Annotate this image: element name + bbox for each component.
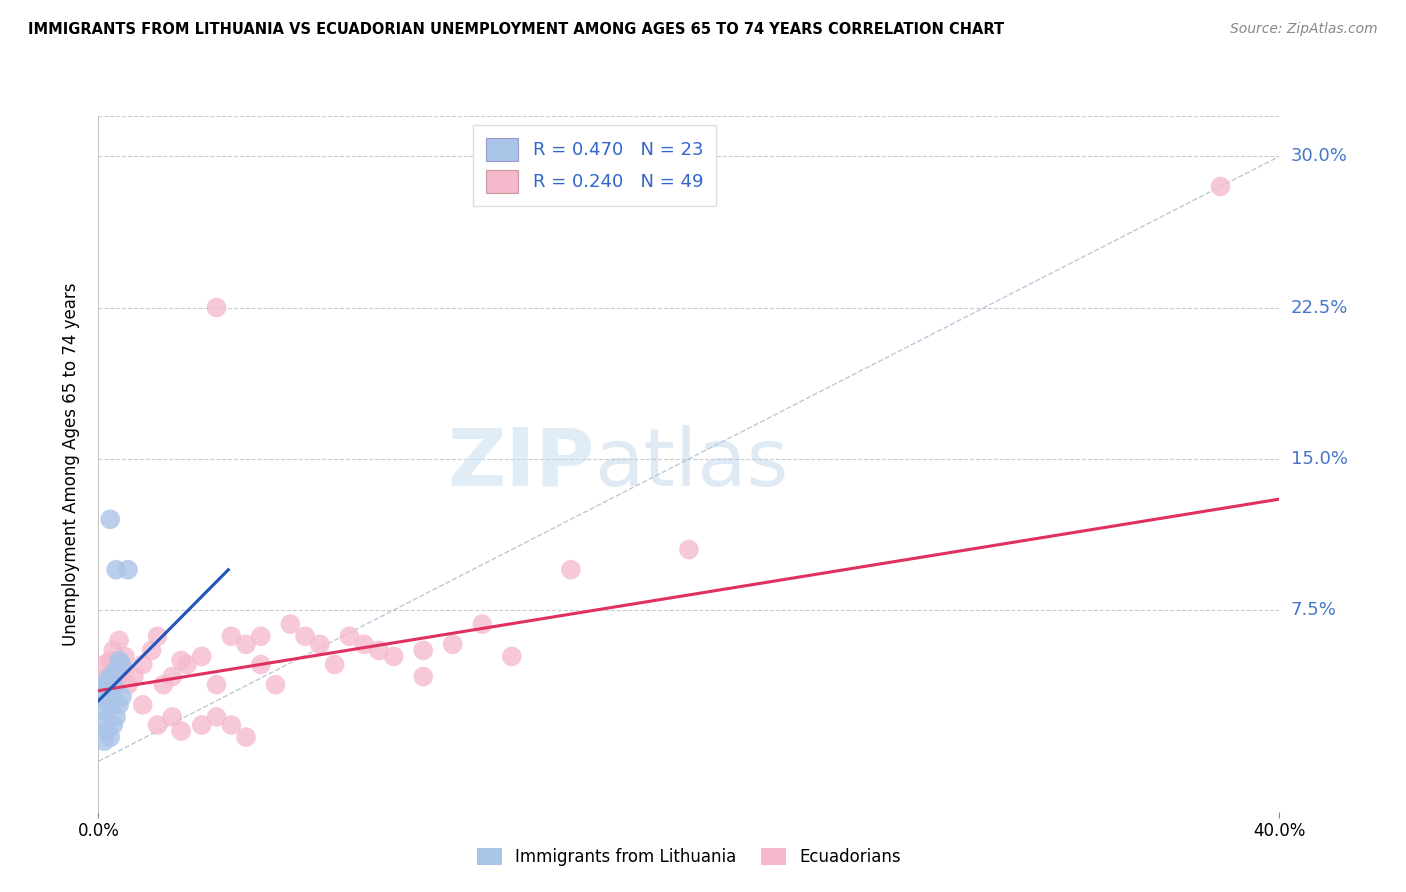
Point [114,649,136,664]
Text: atlas: atlas [595,425,789,503]
Point [382,649,405,664]
Point [98,653,121,667]
Point [108,633,131,648]
Point [176,657,198,672]
Point [96,673,118,688]
Point [560,563,582,577]
Point [111,664,134,678]
Point [98,670,121,684]
Point [250,629,273,643]
Y-axis label: Unemployment Among Ages 65 to 74 years: Unemployment Among Ages 65 to 74 years [62,282,80,646]
Point [219,629,242,643]
Point [98,698,121,712]
Point [108,698,131,712]
Point [103,678,125,692]
Point [105,664,128,678]
Point [105,563,128,577]
Point [93,678,115,692]
Point [264,678,287,692]
Point [103,718,125,732]
Point [205,710,228,724]
Point [132,657,155,672]
Point [250,657,273,672]
Point [219,718,242,732]
Text: 7.5%: 7.5% [1291,601,1337,619]
Point [170,653,193,667]
Point [111,690,134,704]
Point [1209,179,1232,194]
Text: Source: ZipAtlas.com: Source: ZipAtlas.com [1230,22,1378,37]
Point [98,512,121,526]
Point [678,542,700,557]
Point [146,718,169,732]
Text: ZIP: ZIP [447,425,595,503]
Point [96,670,118,684]
Text: IMMIGRANTS FROM LITHUANIA VS ECUADORIAN UNEMPLOYMENT AMONG AGES 65 TO 74 YEARS C: IMMIGRANTS FROM LITHUANIA VS ECUADORIAN … [28,22,1004,37]
Point [152,678,174,692]
Point [162,670,183,684]
Point [191,718,214,732]
Point [105,678,128,692]
Point [90,714,112,728]
Point [205,301,228,315]
Point [105,710,128,724]
Point [132,698,155,712]
Point [471,617,494,632]
Point [96,694,118,708]
Point [162,710,183,724]
Point [122,670,145,684]
Point [117,678,139,692]
Text: 30.0%: 30.0% [1291,147,1347,165]
Point [170,724,193,739]
Point [294,629,316,643]
Point [205,678,228,692]
Point [501,649,523,664]
Point [93,657,115,672]
Point [191,649,214,664]
Legend: Immigrants from Lithuania, Ecuadorians: Immigrants from Lithuania, Ecuadorians [470,841,908,873]
Point [146,629,169,643]
Point [412,670,434,684]
Point [93,704,115,718]
Point [309,637,332,651]
Point [90,683,112,698]
Point [103,690,125,704]
Point [441,637,464,651]
Point [278,617,302,632]
Point [108,653,131,667]
Point [103,643,125,657]
Point [117,563,139,577]
Point [93,734,115,748]
Text: 22.5%: 22.5% [1291,299,1348,317]
Point [235,730,257,744]
Text: 15.0%: 15.0% [1291,450,1347,467]
Point [353,637,375,651]
Point [412,643,434,657]
Point [235,637,257,651]
Point [96,724,118,739]
Point [98,730,121,744]
Point [368,643,391,657]
Point [141,643,163,657]
Point [337,629,360,643]
Point [323,657,346,672]
Point [111,657,134,672]
